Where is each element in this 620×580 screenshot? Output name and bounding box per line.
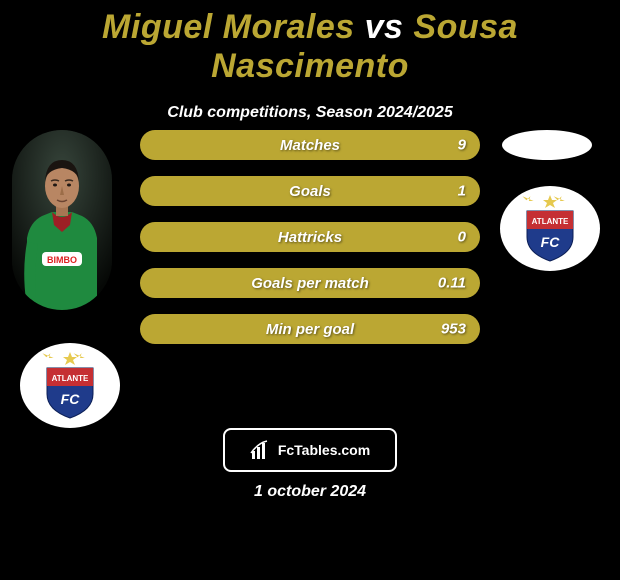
stat-row-hattricks: Hattricks 0 xyxy=(140,222,480,252)
player1-name: Miguel Morales xyxy=(102,8,355,46)
vs-text: vs xyxy=(365,8,404,46)
svg-text:FC: FC xyxy=(61,391,81,407)
stat-row-goals: Goals 1 xyxy=(140,176,480,206)
date-text: 1 october 2024 xyxy=(254,483,366,501)
stat-value: 0 xyxy=(458,229,466,246)
atlante-crest-icon: ATLANTE FC xyxy=(35,352,105,420)
stat-row-min-per-goal: Min per goal 953 xyxy=(140,314,480,344)
stat-value: 953 xyxy=(441,321,466,338)
subtitle: Club competitions, Season 2024/2025 xyxy=(0,104,620,122)
bar-chart-icon xyxy=(250,439,272,461)
stat-label: Goals xyxy=(289,183,331,200)
stat-value: 9 xyxy=(458,137,466,154)
page-title: Miguel Morales vs Sousa Nascimento xyxy=(0,8,620,86)
atlante-crest-icon: ATLANTE FC xyxy=(515,195,585,263)
player1-club-badge: ATLANTE FC xyxy=(20,343,120,428)
svg-text:ATLANTE: ATLANTE xyxy=(532,217,569,226)
player2-avatar-placeholder xyxy=(502,130,592,160)
player2-club-badge: ATLANTE FC xyxy=(500,186,600,271)
svg-text:ATLANTE: ATLANTE xyxy=(52,374,89,383)
player1-portrait: BIMBO xyxy=(12,130,112,310)
stat-value: 0.11 xyxy=(438,275,466,292)
svg-text:FC: FC xyxy=(541,234,561,250)
stat-label: Goals per match xyxy=(251,275,369,292)
brand-badge: FcTables.com xyxy=(223,428,397,472)
sponsor-text: BIMBO xyxy=(47,255,77,265)
stat-label: Min per goal xyxy=(266,321,354,338)
brand-text: FcTables.com xyxy=(278,442,370,458)
stat-row-goals-per-match: Goals per match 0.11 xyxy=(140,268,480,298)
stat-value: 1 xyxy=(458,183,466,200)
stat-row-matches: Matches 9 xyxy=(140,130,480,160)
stat-label: Matches xyxy=(280,137,340,154)
player1-avatar: BIMBO xyxy=(12,130,112,310)
stats-panel: Matches 9 Goals 1 Hattricks 0 Goals per … xyxy=(140,130,480,360)
stat-label: Hattricks xyxy=(278,229,342,246)
